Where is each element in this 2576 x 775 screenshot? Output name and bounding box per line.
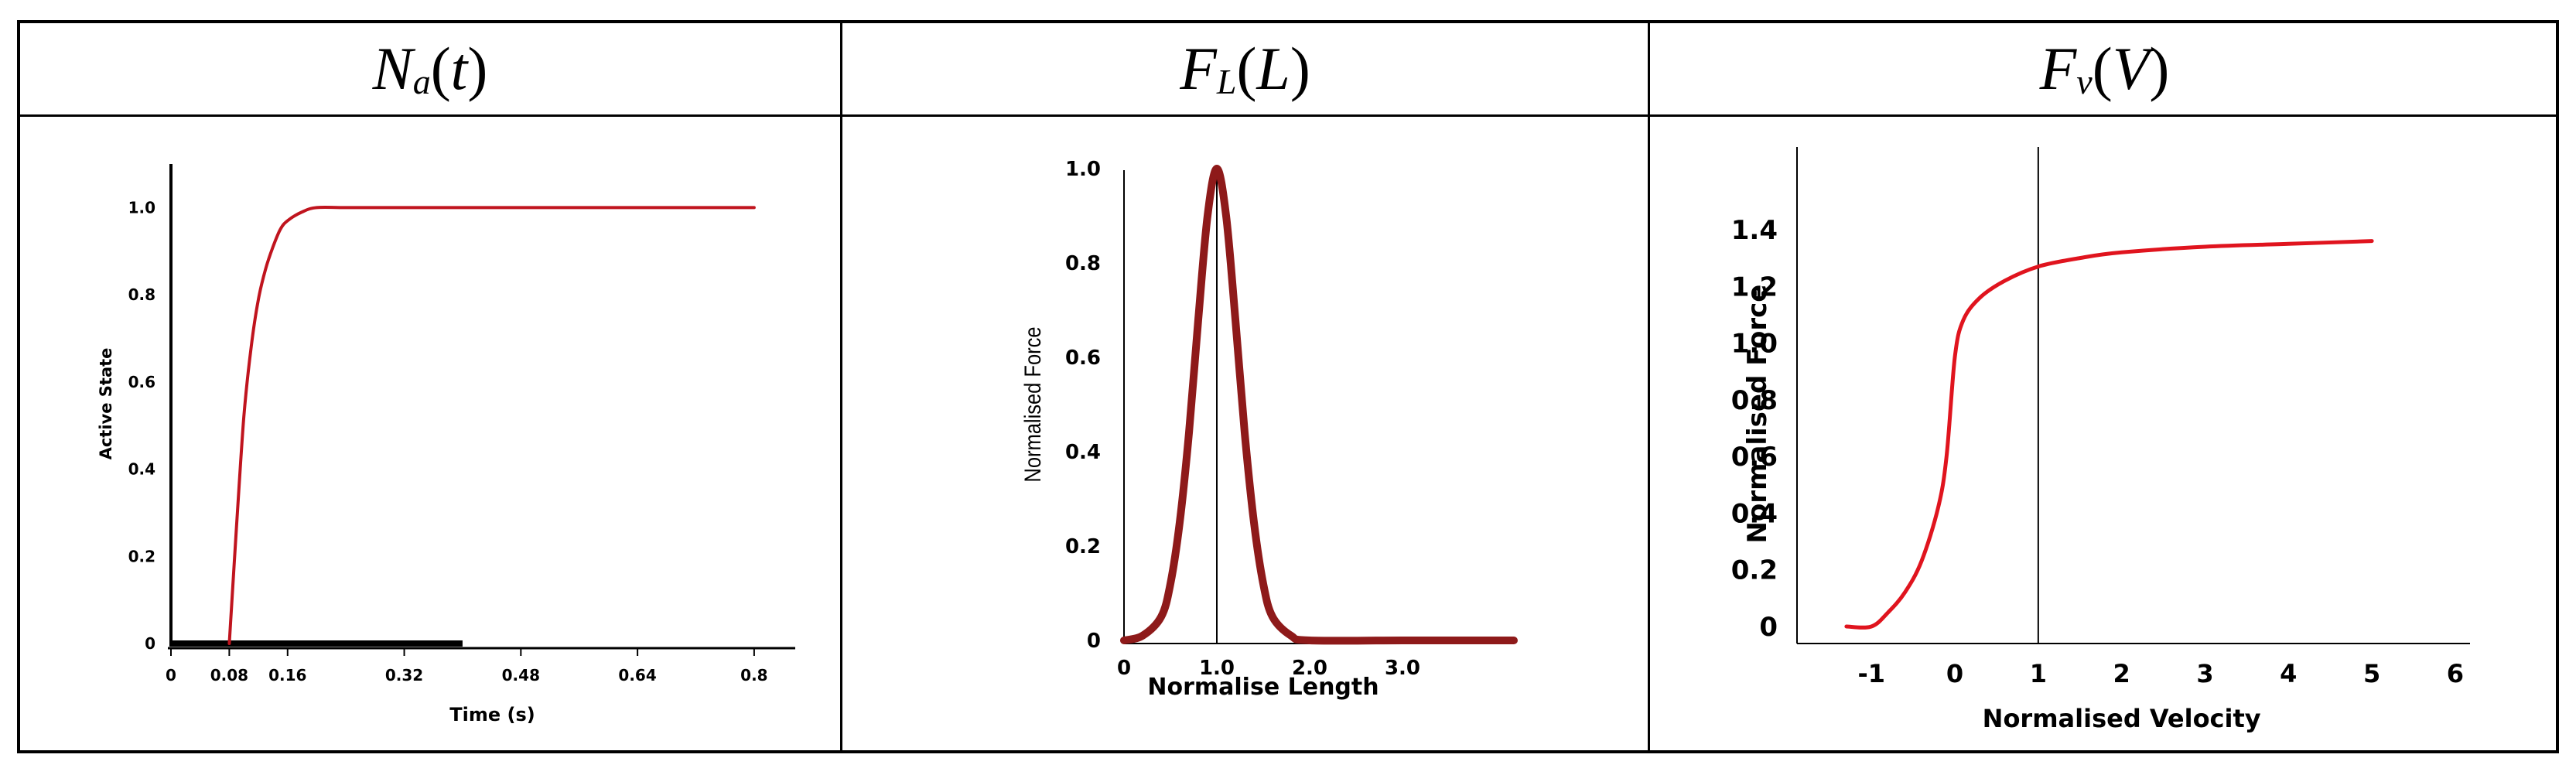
x-tick-label: 3.0: [1385, 657, 1420, 680]
x-tick-label: -1: [1857, 659, 1885, 688]
y-tick-label: 0.8: [1731, 385, 1778, 416]
header-fl-main: F: [1180, 35, 1217, 102]
header-na-close: ): [467, 35, 488, 102]
y-axis-label: Active State: [97, 348, 115, 460]
y-tick-label: 0.2: [1065, 535, 1101, 558]
x-tick-label: 0.08: [210, 666, 248, 685]
y-tick-label: 0.6: [128, 373, 155, 391]
y-tick-label: 1.2: [1731, 271, 1778, 302]
y-axis-label: Normalised Force: [1020, 326, 1045, 482]
x-tick-label: 0.48: [502, 666, 540, 685]
y-tick-label: 1.0: [1731, 329, 1778, 360]
y-tick-label: 0.2: [1731, 555, 1778, 586]
x-tick-label: 0: [1117, 657, 1131, 680]
y-tick-label: 0.4: [1065, 441, 1101, 464]
x-axis-label: Time (s): [449, 704, 535, 725]
header-fl-arg: L: [1256, 35, 1290, 102]
x-tick-label: 1: [2030, 659, 2047, 688]
header-fv-main: F: [2039, 35, 2077, 102]
y-tick-label: 1.0: [128, 198, 155, 217]
x-tick-label: 0.32: [385, 666, 423, 685]
header-fl-sub: L: [1216, 61, 1237, 101]
header-divider: [20, 114, 2556, 117]
y-tick-label: 0.4: [1731, 498, 1778, 529]
series-line: [1120, 165, 1518, 645]
header-na-arg: t: [450, 35, 468, 102]
y-tick-label: 0: [145, 634, 155, 653]
column-divider-1: [840, 23, 842, 750]
series-line: [1844, 239, 2374, 630]
y-tick-label: 0.2: [128, 547, 155, 565]
header-fv-close: ): [2149, 35, 2170, 102]
x-tick-label: 0.64: [618, 666, 656, 685]
series-line: [227, 205, 756, 645]
x-tick-label: 0: [166, 666, 176, 685]
x-tick-label: 2: [2113, 659, 2130, 688]
x-tick-label: 2.0: [1292, 657, 1327, 680]
x-axis-label: Normalised Velocity: [1983, 704, 2261, 733]
x-tick-label: 0.16: [268, 666, 306, 685]
header-na-sub: a: [412, 61, 431, 101]
header-na-main: N: [372, 35, 413, 102]
x-tick-label: 3: [2196, 659, 2213, 688]
header-fv-arg: V: [2112, 35, 2150, 102]
chart-force-velocity: -1 0 1 2 3 4 5 6 0 0.2 0.4 0.6 0.8 1.0 1.2 1.4 Normalise…: [1731, 147, 2470, 733]
y-tick-label: 0: [1087, 630, 1101, 653]
x-tick-label: 0.8: [740, 666, 767, 685]
header-na-open: (: [430, 35, 451, 102]
header-fv-open: (: [2092, 35, 2113, 102]
y-tick-label: 1.4: [1731, 215, 1778, 246]
x-tick-label: 0: [1946, 659, 1963, 688]
header-fl-close: ): [1290, 35, 1310, 102]
x-tick-label: 1.0: [1199, 657, 1235, 680]
header-fl-open: (: [1236, 35, 1257, 102]
header-fv-sub: v: [2076, 61, 2093, 101]
x-tick-label: 6: [2447, 659, 2464, 688]
y-tick-label: 0.8: [1065, 252, 1101, 275]
y-axis-label: Normalised Force: [1742, 285, 1773, 544]
chart-active-state: 0 0.08 0.16 0.32 0.48 0.64 0.8 0 0.2 0.4 0.6 0.8 1.0…: [97, 164, 795, 725]
y-tick-label: 0.8: [128, 285, 155, 304]
y-tick-label: 0: [1759, 612, 1778, 643]
x-tick-label: 4: [2280, 659, 2297, 688]
y-tick-label: 0.4: [128, 460, 155, 479]
y-tick-label: 0.6: [1731, 442, 1778, 473]
y-tick-label: 0.6: [1065, 347, 1101, 370]
y-tick-label: 1.0: [1065, 158, 1101, 181]
column-divider-2: [1648, 23, 1650, 750]
header-fl: F L(L): [842, 23, 1648, 114]
x-tick-label: 5: [2363, 659, 2380, 688]
x-axis-label: Normalise Length: [1147, 674, 1379, 701]
